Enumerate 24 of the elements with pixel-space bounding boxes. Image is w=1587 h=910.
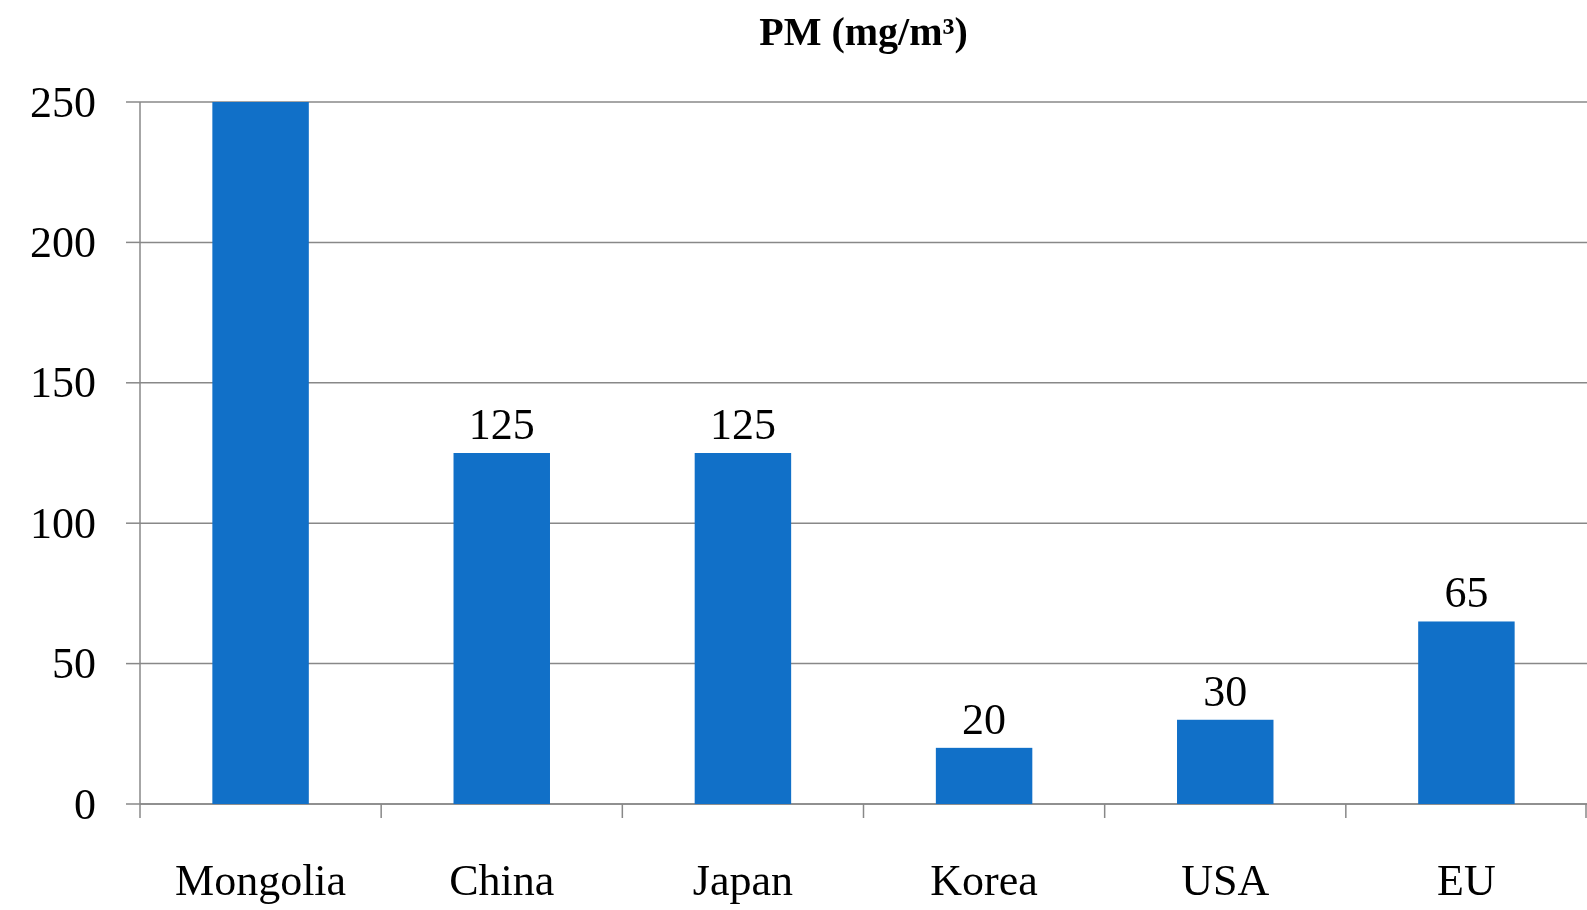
x-tick-label: EU: [1437, 855, 1496, 905]
y-tick-label: 250: [30, 77, 96, 127]
data-label: 125: [468, 400, 535, 449]
y-tick-label: 50: [52, 639, 96, 689]
x-tick-label: China: [449, 855, 555, 905]
bar: [1177, 719, 1274, 804]
data-label: 65: [1444, 568, 1489, 618]
data-label: 20: [962, 694, 1007, 744]
y-tick-label: 150: [30, 358, 96, 408]
y-tick-label: 0: [74, 779, 96, 829]
y-tick-label: 200: [30, 217, 96, 267]
chart-title: PM (mg/m³): [759, 9, 968, 54]
data-label: 125: [709, 400, 776, 449]
x-tick-label: Mongolia: [175, 855, 347, 905]
x-tick-label: USA: [1181, 855, 1270, 905]
x-tick-label: Korea: [930, 855, 1038, 905]
bar: [453, 453, 550, 804]
x-tick-label: Japan: [692, 855, 794, 905]
bar: [694, 453, 792, 804]
y-tick-label: 100: [30, 498, 96, 548]
data-label: 30: [1203, 666, 1248, 716]
bar: [1418, 621, 1515, 804]
bar: [212, 102, 309, 804]
bar: [935, 747, 1033, 804]
